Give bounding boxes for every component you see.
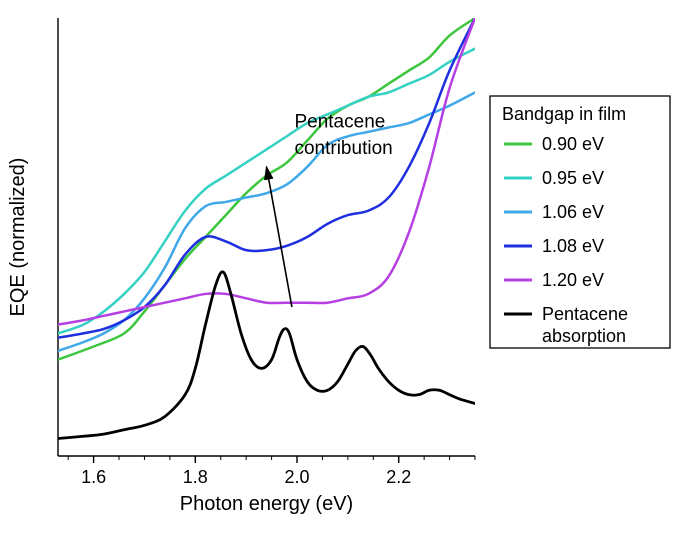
legend-item-label: 1.08 eV — [542, 236, 604, 256]
legend-title: Bandgap in film — [502, 104, 626, 124]
legend-item-label: 1.20 eV — [542, 270, 604, 290]
series-0.90-eV — [58, 18, 475, 360]
legend-item-label: 0.95 eV — [542, 168, 604, 188]
legend-item-label: Pentacene — [542, 304, 628, 324]
y-axis-label: EQE (normalized) — [7, 158, 29, 317]
x-tick-label: 1.8 — [183, 467, 208, 487]
x-axis-label: Photon energy (eV) — [180, 493, 353, 515]
series-1.08-eV — [58, 18, 475, 338]
annotation-text: contribution — [294, 138, 392, 159]
annotation-text: Pentacene — [294, 112, 385, 133]
x-tick-label: 2.0 — [284, 467, 309, 487]
legend-item-label: 0.90 eV — [542, 134, 604, 154]
legend: Bandgap in film 0.90 eV 0.95 eV 1.06 eV 1.08… — [490, 96, 670, 348]
chart-svg: 1.6 1.8 2.0 2.2 Photon energy (eV) EQE (norma… — [0, 0, 685, 545]
series-0.95-eV — [58, 49, 475, 334]
x-tick-label: 2.2 — [386, 467, 411, 487]
x-tick-label: 1.6 — [81, 467, 106, 487]
series-group — [58, 18, 475, 438]
legend-item-label: 1.06 eV — [542, 202, 604, 222]
chart-container: 1.6 1.8 2.0 2.2 Photon energy (eV) EQE (norma… — [0, 0, 685, 545]
legend-item-label: absorption — [542, 326, 626, 346]
